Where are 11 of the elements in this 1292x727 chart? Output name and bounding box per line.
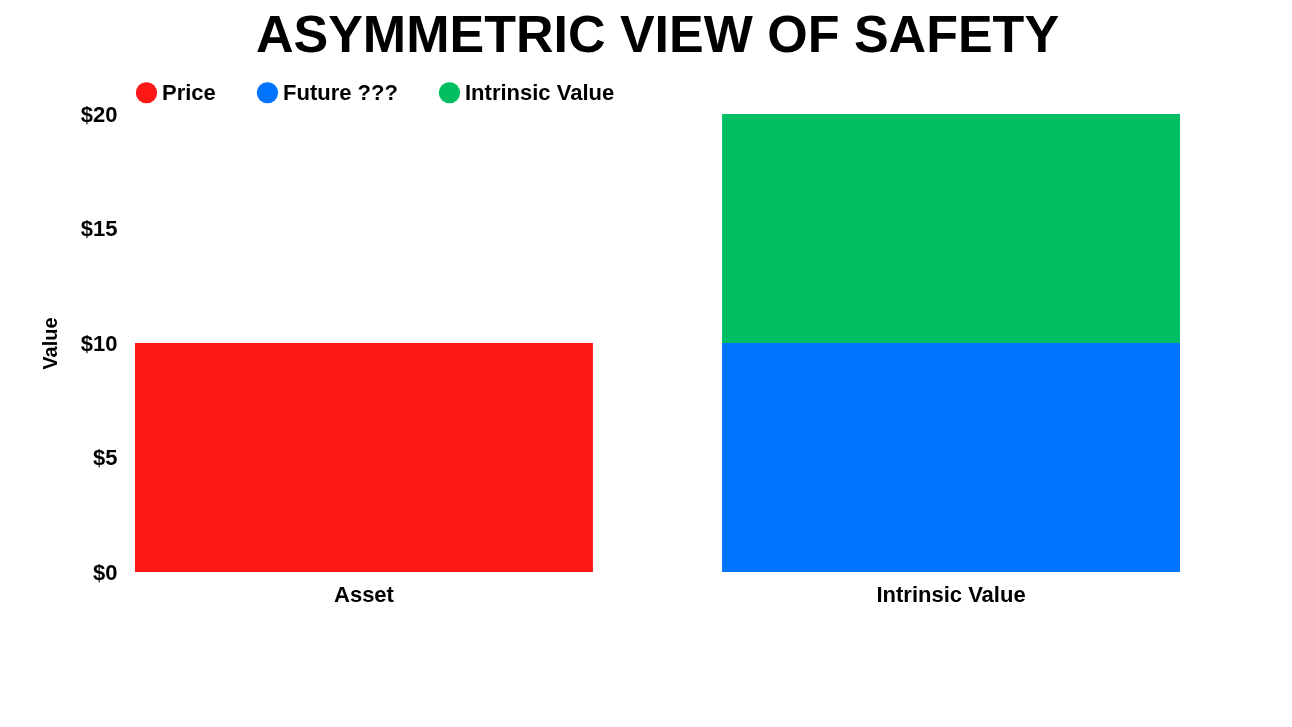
legend-label: Price: [162, 79, 216, 105]
y-tick-label: $15: [80, 216, 118, 241]
y-tick-label: $5: [93, 445, 118, 470]
y-axis-title: Value: [38, 317, 61, 370]
y-tick-label: $20: [80, 101, 118, 127]
y-tick-label: $0: [93, 559, 118, 585]
y-tick-label: $10: [80, 330, 118, 356]
x-tick-label: Asset: [334, 581, 395, 607]
legend-label: Future ???: [283, 79, 398, 105]
chart-title: ASYMMETRIC VIEW OF SAFETY: [255, 5, 1060, 63]
legend-label: Intrinsic Value: [465, 79, 615, 105]
